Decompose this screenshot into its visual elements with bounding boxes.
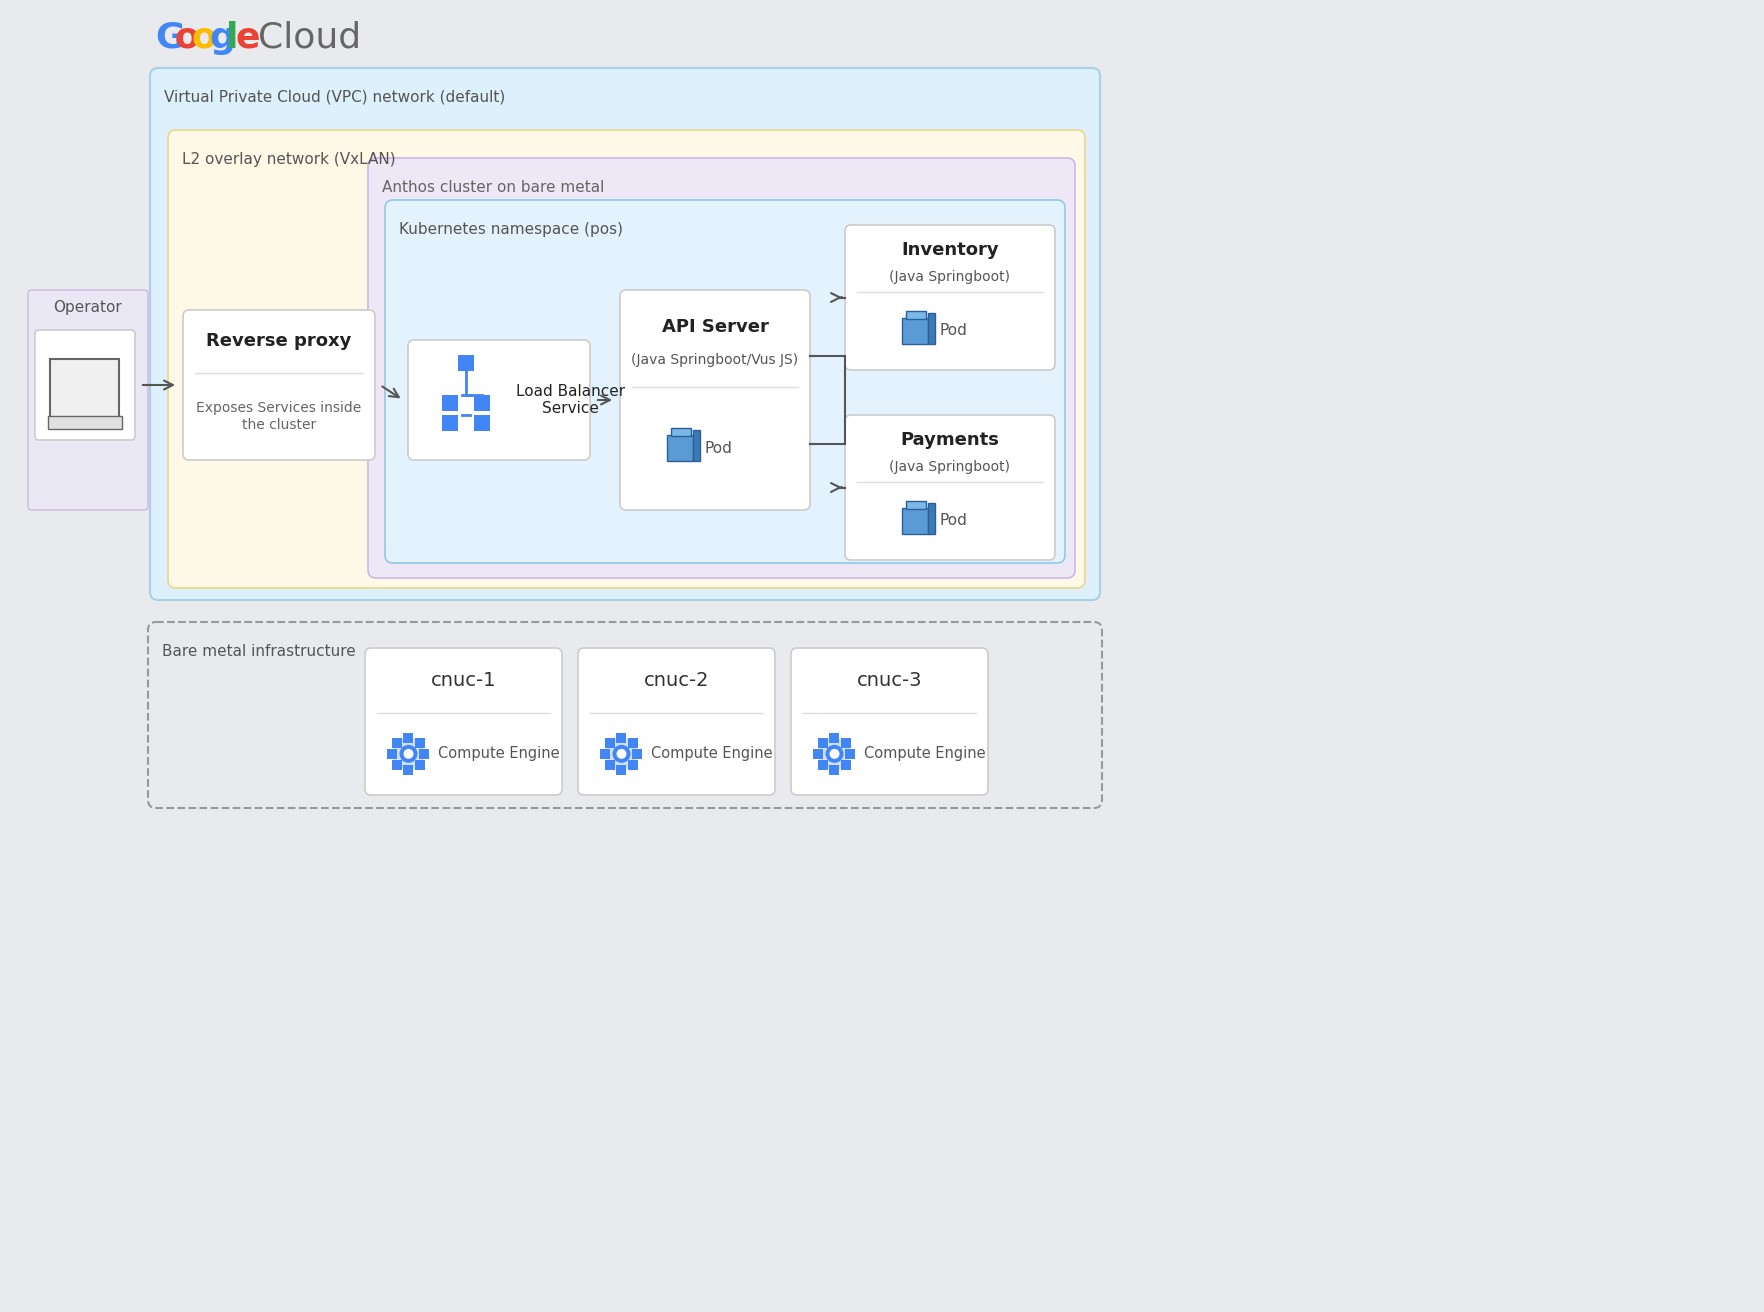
Text: Pod: Pod (940, 323, 968, 338)
FancyBboxPatch shape (407, 340, 589, 461)
Bar (693, 430, 700, 462)
Text: Anthos cluster on bare metal: Anthos cluster on bare metal (383, 180, 605, 195)
Bar (829, 765, 840, 775)
Bar (616, 765, 626, 775)
Bar (841, 737, 850, 748)
Text: Exposes Services inside
the cluster: Exposes Services inside the cluster (196, 401, 362, 432)
FancyBboxPatch shape (579, 648, 774, 795)
Text: l: l (226, 21, 238, 55)
Bar (605, 737, 616, 748)
Circle shape (605, 737, 637, 770)
Text: Operator: Operator (53, 300, 122, 315)
FancyBboxPatch shape (183, 310, 376, 461)
Text: cnuc-3: cnuc-3 (857, 670, 923, 690)
Bar (388, 749, 397, 758)
Text: cnuc-2: cnuc-2 (644, 670, 709, 690)
Text: (Java Springboot): (Java Springboot) (889, 270, 1011, 283)
FancyBboxPatch shape (365, 648, 563, 795)
Bar (928, 312, 935, 344)
Text: Reverse proxy: Reverse proxy (206, 332, 351, 350)
FancyBboxPatch shape (51, 358, 120, 417)
Bar (459, 356, 475, 371)
Text: API Server: API Server (662, 318, 769, 336)
Bar (633, 749, 642, 758)
Text: o: o (175, 21, 199, 55)
Bar (829, 733, 840, 743)
Bar (667, 436, 693, 462)
Text: Pod: Pod (706, 441, 732, 455)
Bar (48, 416, 122, 429)
Bar (443, 395, 459, 411)
Circle shape (612, 745, 630, 762)
Bar (475, 395, 490, 411)
Bar (670, 429, 691, 437)
FancyBboxPatch shape (845, 415, 1055, 560)
Text: cnuc-1: cnuc-1 (430, 670, 496, 690)
Bar (392, 760, 402, 770)
Circle shape (399, 745, 418, 762)
Bar (404, 765, 413, 775)
FancyBboxPatch shape (28, 290, 148, 510)
Bar (901, 508, 928, 534)
FancyBboxPatch shape (790, 648, 988, 795)
FancyBboxPatch shape (150, 68, 1101, 600)
Circle shape (818, 737, 850, 770)
Text: g: g (208, 21, 235, 55)
Text: G: G (155, 21, 185, 55)
Text: Payments: Payments (901, 432, 1000, 449)
Bar (404, 733, 413, 743)
Text: Pod: Pod (940, 513, 968, 529)
Text: o: o (192, 21, 217, 55)
Bar (415, 760, 425, 770)
Bar (818, 760, 827, 770)
Text: Load Balancer
Service: Load Balancer Service (517, 384, 624, 416)
Text: Virtual Private Cloud (VPC) network (default): Virtual Private Cloud (VPC) network (def… (164, 91, 505, 105)
Bar (901, 318, 928, 344)
Text: Bare metal infrastructure: Bare metal infrastructure (162, 644, 356, 659)
Bar (907, 311, 926, 319)
Text: L2 overlay network (VxLAN): L2 overlay network (VxLAN) (182, 152, 395, 167)
Bar (928, 502, 935, 534)
Text: (Java Springboot/Vus JS): (Java Springboot/Vus JS) (632, 353, 799, 366)
FancyBboxPatch shape (369, 157, 1074, 579)
Bar (818, 737, 827, 748)
Text: Compute Engine: Compute Engine (864, 747, 986, 761)
Bar (475, 415, 490, 432)
Text: Compute Engine: Compute Engine (651, 747, 773, 761)
Circle shape (826, 745, 843, 762)
Circle shape (404, 749, 413, 758)
Text: Inventory: Inventory (901, 241, 998, 260)
Bar (415, 737, 425, 748)
Text: Compute Engine: Compute Engine (439, 747, 561, 761)
Text: Kubernetes namespace (pos): Kubernetes namespace (pos) (399, 222, 623, 237)
Bar (616, 733, 626, 743)
FancyBboxPatch shape (385, 199, 1065, 563)
Bar (600, 749, 610, 758)
Bar (443, 415, 459, 432)
Bar (392, 737, 402, 748)
Bar (605, 760, 616, 770)
Text: (Java Springboot): (Java Springboot) (889, 461, 1011, 474)
Bar (845, 749, 856, 758)
FancyBboxPatch shape (619, 290, 810, 510)
Circle shape (616, 749, 626, 758)
FancyBboxPatch shape (35, 331, 136, 440)
Text: e: e (236, 21, 261, 55)
Bar (841, 760, 850, 770)
FancyBboxPatch shape (148, 622, 1102, 808)
Bar (628, 760, 639, 770)
Bar (907, 501, 926, 509)
Bar (628, 737, 639, 748)
Text: Cloud: Cloud (258, 21, 362, 55)
Circle shape (393, 737, 425, 770)
Bar (813, 749, 824, 758)
FancyBboxPatch shape (845, 224, 1055, 370)
Bar (420, 749, 429, 758)
Circle shape (829, 749, 840, 758)
FancyBboxPatch shape (168, 130, 1085, 588)
